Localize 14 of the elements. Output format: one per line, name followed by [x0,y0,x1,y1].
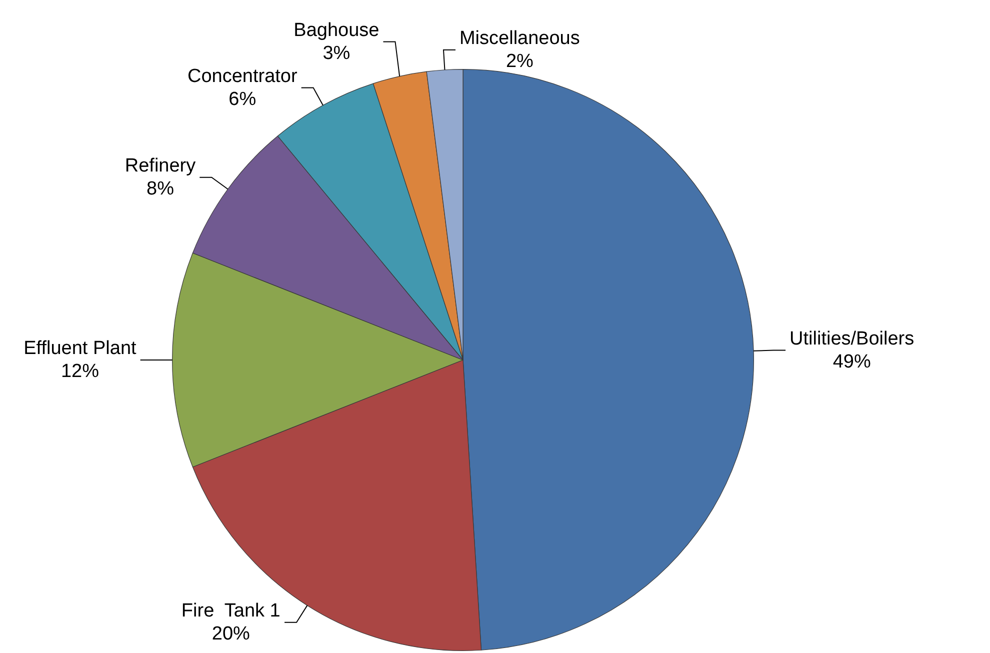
data-label: 2% [506,51,534,72]
slice-label: Fire Tank 1 [181,600,280,622]
data-label: 6% [228,88,256,110]
slice-label: Utilities/Boilers [790,328,914,350]
data-label: 49% [832,351,871,372]
data-label: 8% [146,178,174,200]
data-label: 12% [60,361,100,382]
slice-label: Effluent Plant [24,338,138,360]
slice-label: Baghouse [294,20,380,41]
slice-label: Concentrator [187,66,298,87]
slice-label: Miscellaneous [459,28,580,50]
data-label: 3% [322,42,350,64]
slice-label: Refinery [124,156,196,177]
data-label: 20% [212,624,250,645]
